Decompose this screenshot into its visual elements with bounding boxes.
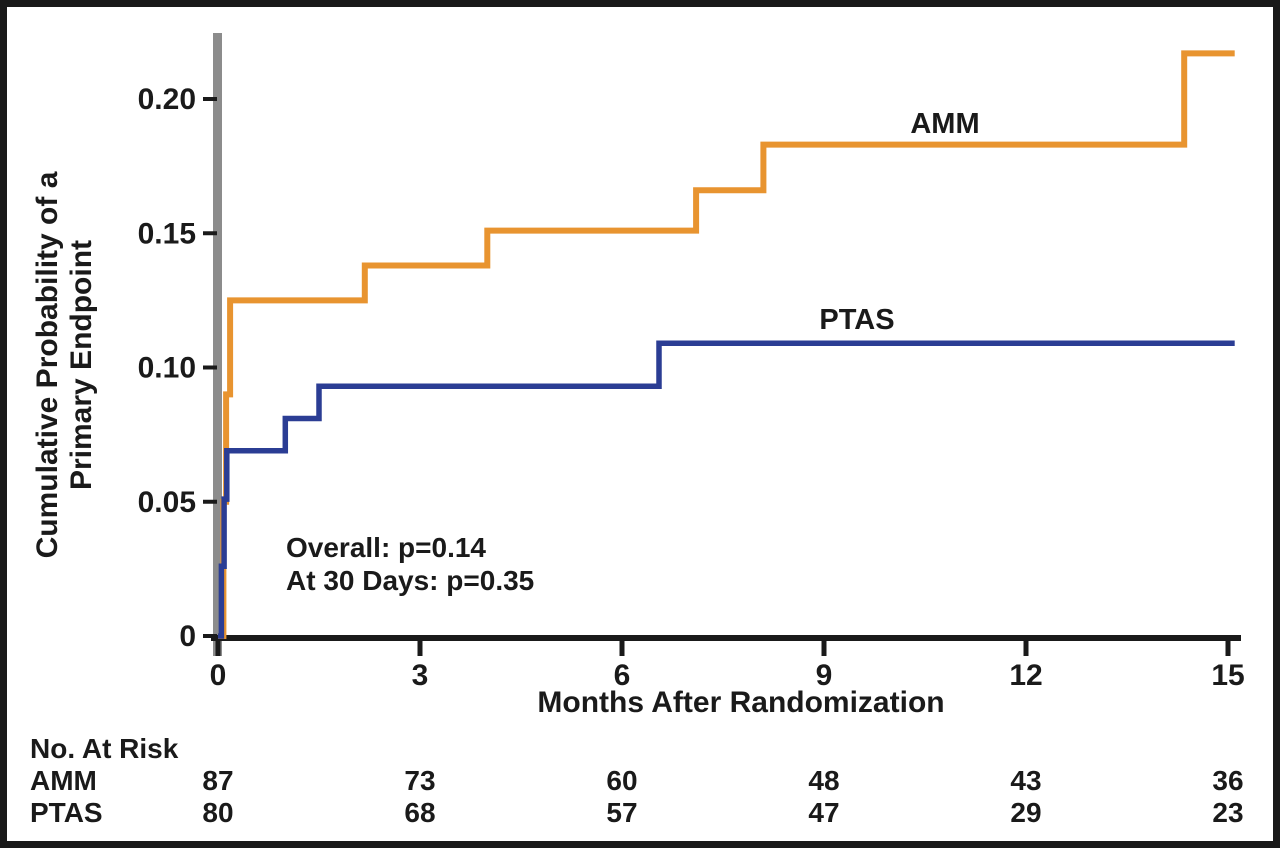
y-axis-title-line2: Primary Endpoint [65, 240, 98, 490]
risk-value-amm-m3: 73 [404, 765, 435, 796]
x-tick-label: 6 [614, 659, 631, 692]
risk-value-amm-m6: 60 [606, 765, 637, 796]
risk-value-amm-m9: 48 [808, 765, 839, 796]
y-tick-label: 0.15 [138, 217, 196, 250]
risk-value-amm-m0: 87 [202, 765, 233, 796]
risk-value-amm-m15: 36 [1212, 765, 1243, 796]
km-chart: Months After Randomization Cumulative Pr… [30, 33, 1245, 828]
risk-value-ptas-m0: 80 [202, 797, 233, 828]
risk-value-ptas-m6: 57 [606, 797, 637, 828]
annotation-30day-pvalue: At 30 Days: p=0.35 [286, 565, 534, 596]
risk-value-ptas-m3: 68 [404, 797, 435, 828]
y-axis-title-line1: Cumulative Probability of a [31, 171, 64, 558]
risk-value-ptas-m12: 29 [1010, 797, 1041, 828]
risk-value-ptas-m15: 23 [1212, 797, 1243, 828]
risk-value-amm-m12: 43 [1010, 765, 1041, 796]
amm-series-label: AMM [910, 108, 979, 140]
risk-table-header: No. At Risk [30, 733, 179, 764]
x-axis-title: Months After Randomization [537, 686, 944, 719]
x-tick-label: 15 [1211, 659, 1244, 692]
x-tick-label: 9 [816, 659, 833, 692]
ptas-series-label: PTAS [819, 304, 894, 336]
x-tick-label: 3 [412, 659, 429, 692]
risk-value-ptas-m9: 47 [808, 797, 839, 828]
y-tick-label: 0.20 [138, 83, 196, 116]
risk-row-label-amm: AMM [30, 765, 97, 796]
y-tick-label: 0 [179, 620, 196, 653]
risk-row-label-ptas: PTAS [30, 797, 103, 828]
y-tick-label: 0.10 [138, 352, 196, 385]
x-tick-label: 0 [210, 659, 227, 692]
y-tick-label: 0.05 [138, 486, 196, 519]
annotation-overall-pvalue: Overall: p=0.14 [286, 532, 486, 563]
ptas-curve [218, 340, 1235, 639]
x-tick-label: 12 [1009, 659, 1042, 692]
